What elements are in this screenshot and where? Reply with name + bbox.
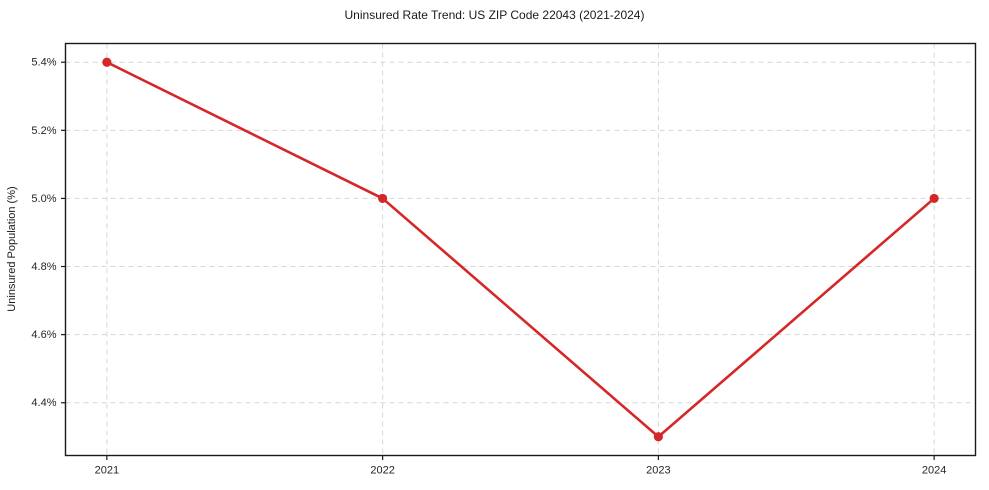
plot-border <box>64 42 977 457</box>
x-tick-label: 2021 <box>95 465 119 477</box>
y-tick-label: 5.0% <box>31 193 56 205</box>
y-tick-label: 4.8% <box>31 261 56 273</box>
x-tick-label: 2024 <box>922 465 946 477</box>
y-tick-label: 4.6% <box>31 329 56 341</box>
data-point <box>102 57 112 67</box>
y-tick-label: 5.4% <box>31 57 56 69</box>
chart-title: Uninsured Rate Trend: US ZIP Code 22043 … <box>344 8 645 22</box>
data-point <box>929 193 939 204</box>
y-tick-label: 4.4% <box>31 397 56 409</box>
data-point <box>378 193 388 204</box>
x-tick-label: 2023 <box>646 465 670 477</box>
y-tick-label: 5.2% <box>31 125 56 137</box>
data-line <box>105 60 936 439</box>
data-point <box>653 432 663 442</box>
x-tick-label: 2022 <box>370 465 394 477</box>
